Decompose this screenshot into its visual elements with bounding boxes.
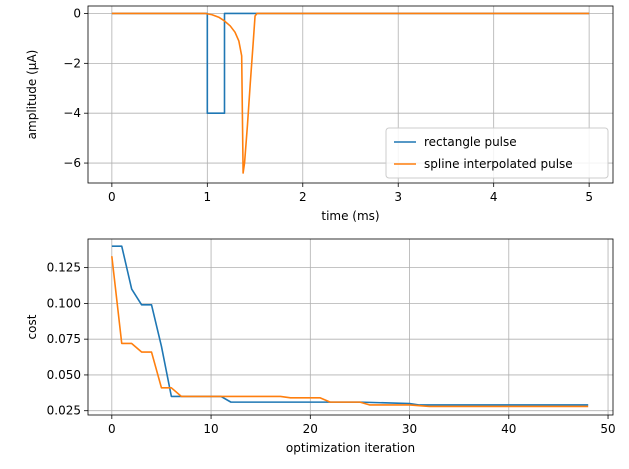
- cost-x-tick-label: 0: [108, 422, 116, 436]
- cost-y-tick-label: 0.025: [47, 404, 81, 418]
- amplitude-x-axis-label: time (ms): [321, 209, 379, 223]
- amplitude-y-tick-label: −4: [63, 106, 81, 120]
- amplitude-plot-frame: [87, 5, 614, 184]
- cost-x-tick-label: 10: [203, 422, 218, 436]
- cost-y-tick-label: 0.075: [47, 332, 81, 346]
- amplitude-panel: 0 1 2 3 4 5 0 −2 −4 −6 time (ms) amplitude (μA) r…: [25, 5, 614, 223]
- cost-plot-frame: [87, 238, 614, 416]
- amplitude-x-tick-label: 4: [490, 190, 498, 204]
- amplitude-y-tick-label: 0: [73, 6, 81, 20]
- amplitude-x-tick-label: 1: [203, 190, 211, 204]
- amplitude-y-tick-label: −6: [63, 156, 81, 170]
- cost-y-tick-label: 0.125: [47, 261, 81, 275]
- cost-x-tick-label: 20: [303, 422, 318, 436]
- amplitude-x-tick-label: 2: [299, 190, 307, 204]
- amplitude-lines: [111, 12, 590, 174]
- cost-y-axis-label: cost: [25, 314, 39, 339]
- cost-series-spline-interpolated-pulse: [111, 256, 589, 408]
- amplitude-y-tick-label: −2: [63, 56, 81, 70]
- cost-series-rectangle-pulse: [111, 245, 589, 406]
- legend-label-rectangle-pulse: rectangle pulse: [424, 135, 517, 149]
- amplitude-ticks: 0 1 2 3 4 5 0 −2 −4 −6: [63, 6, 593, 204]
- cost-panel: 0 10 20 30 40 50 0.025 0.050 0.075 0.100 0.125 opt…: [25, 238, 616, 455]
- cost-x-tick-label: 30: [402, 422, 417, 436]
- amplitude-x-tick-label: 0: [108, 190, 116, 204]
- cost-x-tick-label: 50: [600, 422, 615, 436]
- amplitude-x-tick-label: 5: [585, 190, 593, 204]
- legend-label-spline-interpolated-pulse: spline interpolated pulse: [424, 157, 573, 171]
- legend-frame: [385, 127, 609, 179]
- cost-y-tick-label: 0.050: [47, 368, 81, 382]
- cost-grid: [88, 239, 613, 415]
- amplitude-y-axis-label: amplitude (μA): [25, 50, 39, 140]
- cost-x-axis-label: optimization iteration: [286, 441, 415, 455]
- legend: rectangle pulse spline interpolated pulse: [385, 127, 609, 179]
- amplitude-x-tick-label: 3: [394, 190, 402, 204]
- cost-ticks: 0 10 20 30 40 50 0.025 0.050 0.075 0.100 0.125: [47, 261, 616, 436]
- cost-x-tick-label: 40: [501, 422, 516, 436]
- cost-y-tick-label: 0.100: [47, 296, 81, 310]
- cost-lines: [111, 245, 589, 408]
- amplitude-series-spline-interpolated-pulse: [111, 12, 590, 174]
